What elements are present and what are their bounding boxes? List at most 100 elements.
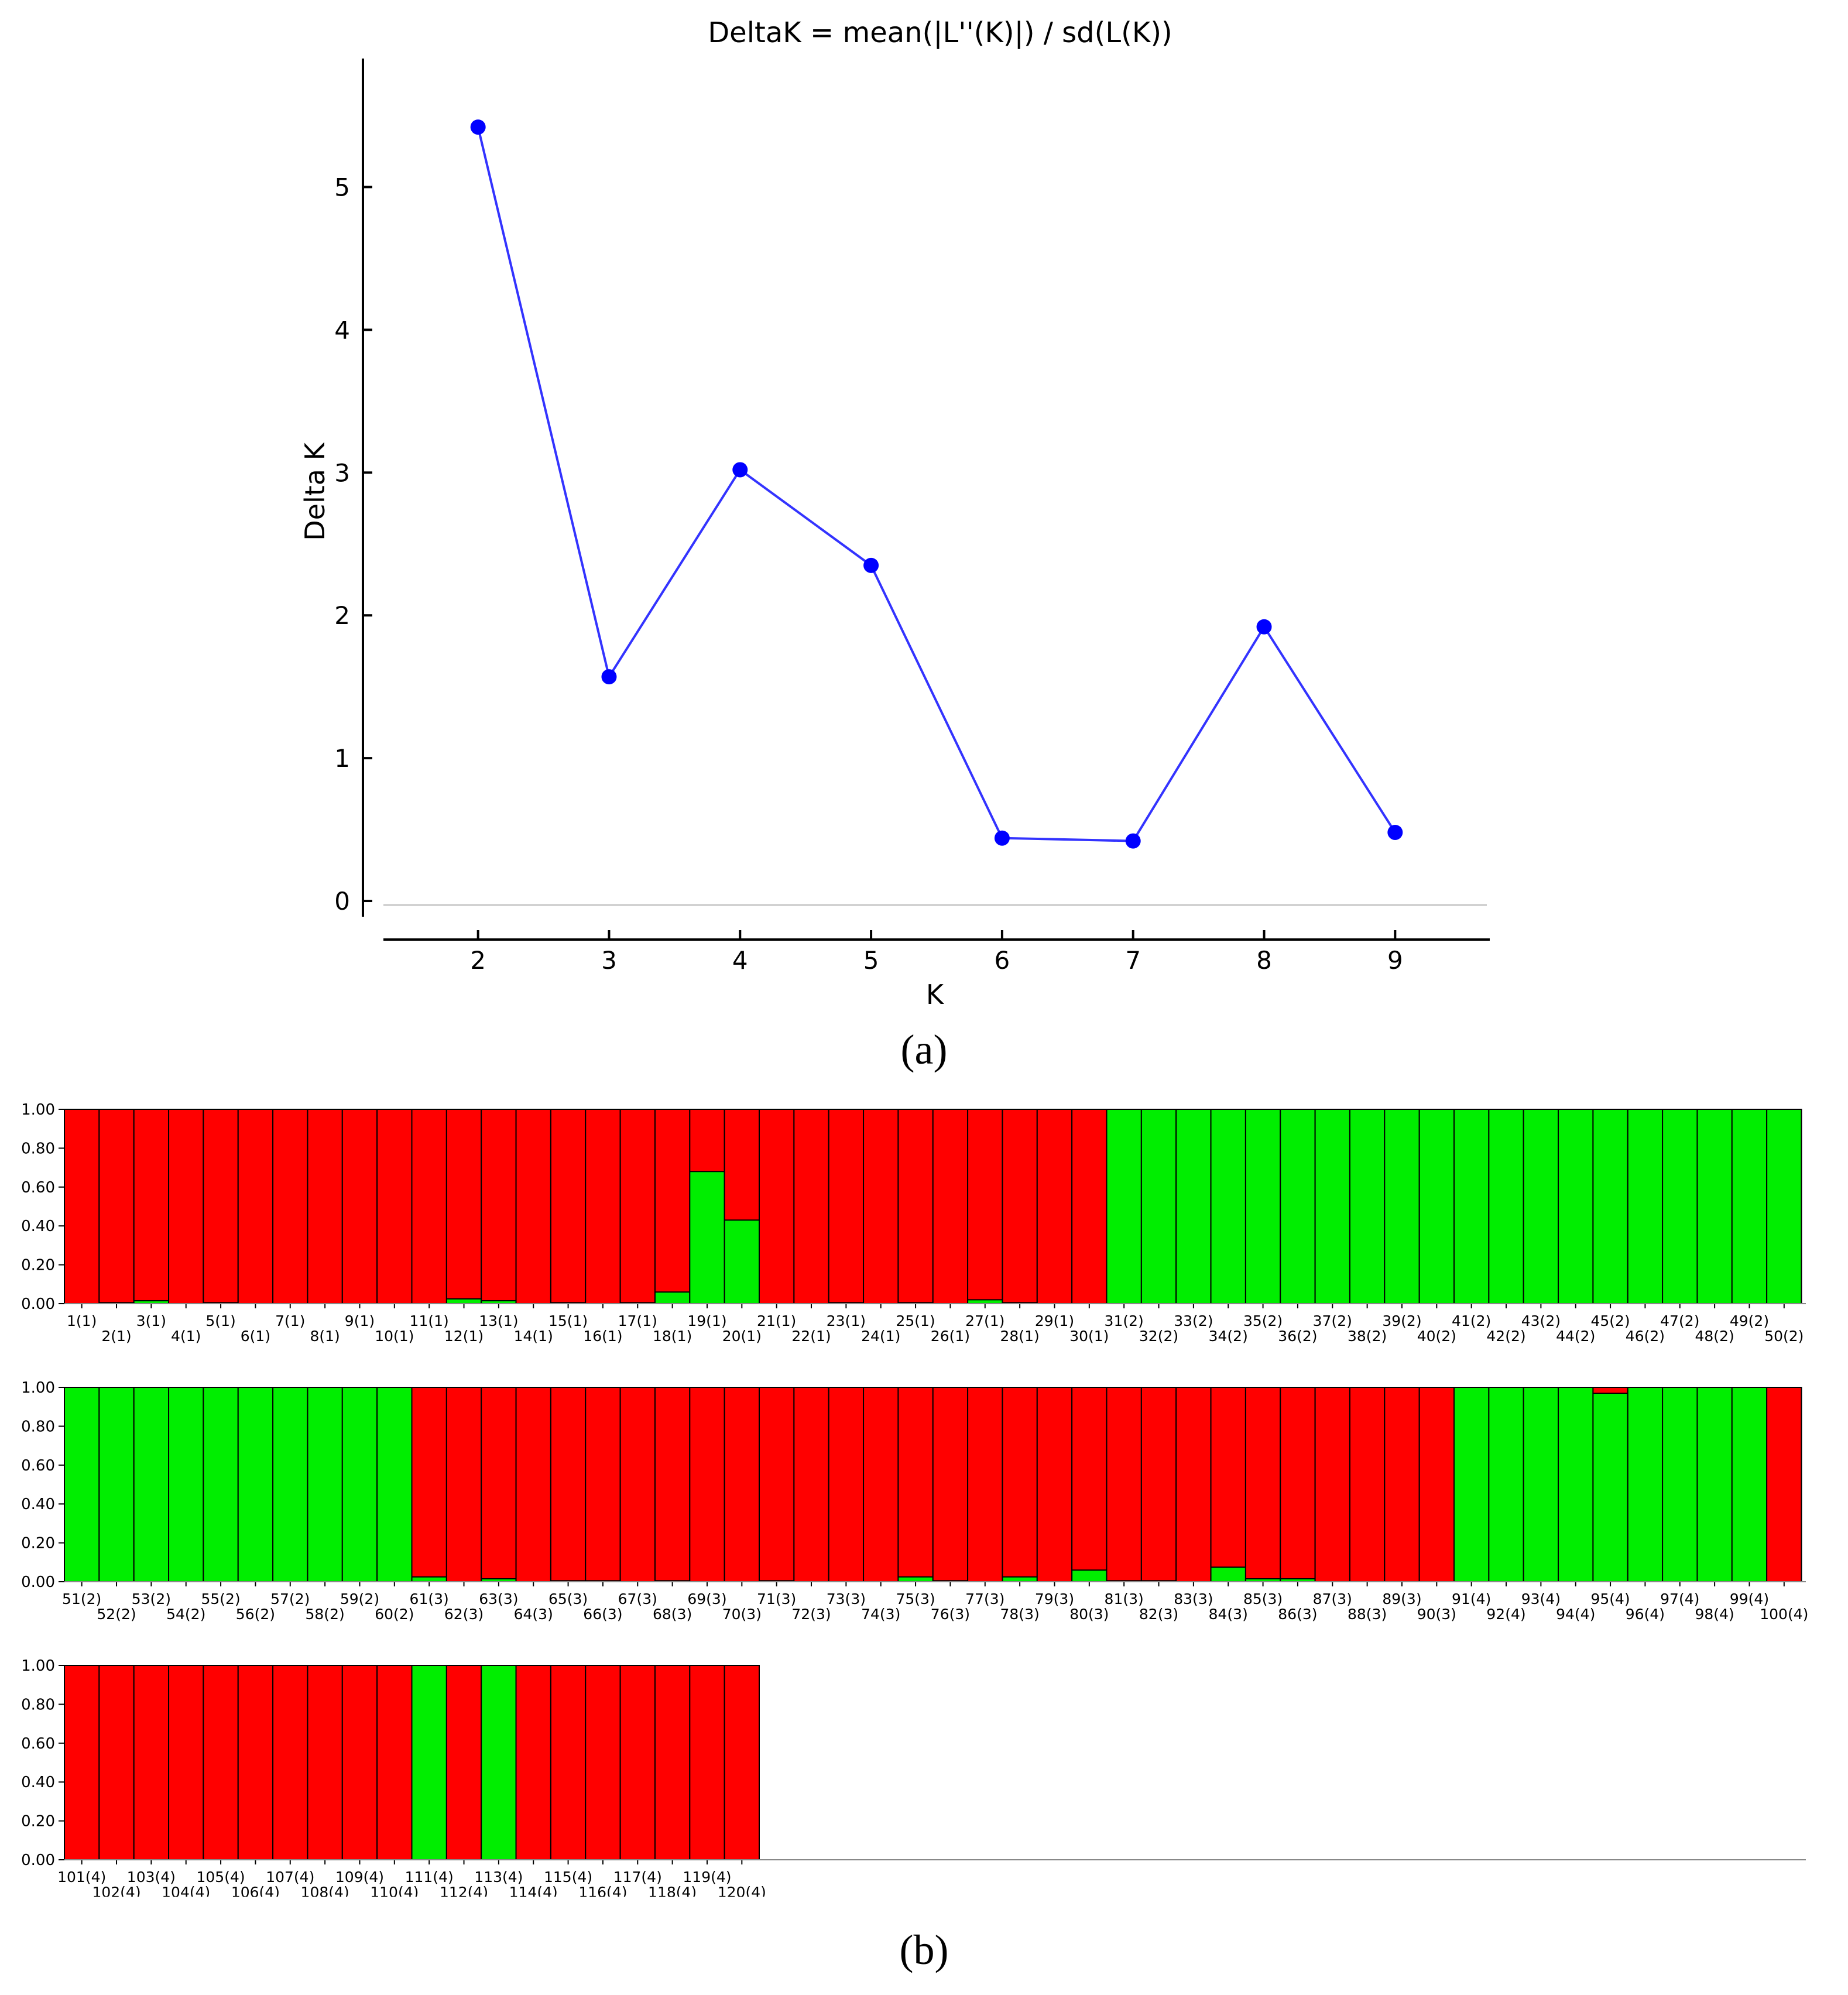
bar-14-red [516, 1109, 551, 1304]
bar-102-red [99, 1665, 134, 1860]
sample-label: 108(4) [301, 1884, 349, 1897]
y-tick-label: 1.00 [21, 1379, 55, 1397]
sample-label: 1(1) [67, 1312, 97, 1329]
sample-label: 118(4) [648, 1884, 697, 1897]
y-tick-label: 0.40 [21, 1774, 55, 1791]
sample-label: 9(1) [345, 1312, 375, 1329]
y-tick-label: 0.00 [21, 1295, 55, 1313]
bar-117-red [620, 1665, 655, 1860]
sample-label: 64(3) [514, 1606, 553, 1623]
bar-78-green [1002, 1576, 1037, 1582]
sample-label: 10(1) [375, 1328, 414, 1345]
bar-77-red [968, 1387, 1003, 1582]
bar-49-green [1732, 1109, 1767, 1304]
y-tick-label: 0.60 [21, 1735, 55, 1753]
sample-label: 113(4) [474, 1869, 523, 1886]
bar-45-green [1593, 1109, 1628, 1304]
sample-label: 53(2) [132, 1590, 171, 1607]
bar-10-red [377, 1109, 412, 1304]
data-point-k3 [601, 669, 617, 685]
bar-12-red [446, 1109, 482, 1299]
sample-label: 88(3) [1348, 1606, 1387, 1623]
bar-47-green [1662, 1109, 1698, 1304]
sample-label: 36(2) [1278, 1328, 1317, 1345]
bar-97-green [1662, 1387, 1698, 1582]
x-axis-label: K [926, 979, 945, 1010]
bar-80-green [1072, 1570, 1107, 1582]
bar-63-green [481, 1579, 516, 1582]
sample-label: 19(1) [687, 1312, 726, 1329]
sample-label: 110(4) [370, 1884, 419, 1897]
x-axis-ticks: 2 3 4 5 6 7 8 9 [470, 930, 1403, 975]
bar-34-green [1211, 1109, 1246, 1304]
bar-84-red [1211, 1387, 1246, 1568]
sample-label: 92(4) [1486, 1606, 1525, 1623]
sample-label: 68(3) [653, 1606, 692, 1623]
bar-60-green [377, 1387, 412, 1582]
sample-label: 69(3) [687, 1590, 726, 1607]
bar-67-red [620, 1387, 655, 1582]
sample-label: 76(3) [931, 1606, 970, 1623]
sample-label: 107(4) [266, 1869, 314, 1886]
sample-label: 62(3) [444, 1606, 484, 1623]
y-tick-label: 0.80 [21, 1418, 55, 1435]
bar-42-green [1489, 1109, 1524, 1304]
bar-52-green [99, 1387, 134, 1582]
sample-label: 37(2) [1313, 1312, 1352, 1329]
bar-119-red [690, 1665, 725, 1860]
x-tick-label: 4 [732, 946, 748, 975]
sample-label: 2(1) [101, 1328, 131, 1345]
bar-58-green [307, 1387, 342, 1582]
y-axis-ticks: 0 1 2 3 4 5 [334, 173, 372, 916]
sample-label: 99(4) [1730, 1590, 1769, 1607]
bar-90-red [1419, 1387, 1454, 1582]
sample-label: 21(1) [757, 1312, 796, 1329]
y-tick-label: 2 [334, 601, 350, 630]
data-point-k5 [863, 557, 879, 573]
bar-13-green [481, 1301, 516, 1304]
sample-label: 75(3) [896, 1590, 935, 1607]
bar-100-red [1767, 1387, 1802, 1582]
bar-104-red [169, 1665, 204, 1860]
sample-label: 111(4) [405, 1869, 454, 1886]
y-tick-label: 5 [334, 173, 350, 202]
bar-32-green [1141, 1109, 1177, 1304]
bar-3-red [133, 1109, 169, 1301]
sample-label: 54(2) [166, 1606, 205, 1623]
bar-99-green [1732, 1387, 1767, 1582]
sample-label: 24(1) [861, 1328, 900, 1345]
sample-label: 11(1) [410, 1312, 449, 1329]
sample-label: 87(3) [1313, 1590, 1352, 1607]
sample-label: 23(1) [827, 1312, 866, 1329]
structure-bar-plot: 0.00 0.20 0.40 0.60 0.80 1.00 1(1)2(1) 3(1) 4(1)… [21, 1101, 1808, 1897]
sample-label: 34(2) [1209, 1328, 1248, 1345]
sample-label: 49(2) [1730, 1312, 1769, 1329]
sample-label: 16(1) [583, 1328, 622, 1345]
bar-8-red [307, 1109, 342, 1304]
bar-53-green [133, 1387, 169, 1582]
sample-label: 84(3) [1209, 1606, 1248, 1623]
bar-120-red [724, 1665, 759, 1860]
sample-label: 120(4) [718, 1884, 766, 1897]
sample-label: 33(2) [1174, 1312, 1213, 1329]
sample-label: 71(3) [757, 1590, 796, 1607]
bar-68-red [654, 1387, 690, 1581]
y-tick-label: 0.60 [21, 1179, 55, 1197]
y-tick-label: 0.80 [21, 1140, 55, 1157]
bar-86-red [1280, 1387, 1315, 1579]
sample-label: 14(1) [514, 1328, 553, 1345]
bar-20-red [724, 1109, 759, 1221]
y-tick-label: 0.40 [21, 1496, 55, 1513]
bar-29-red [1037, 1109, 1072, 1304]
data-point-k9 [1387, 824, 1403, 840]
x-tick-label: 6 [995, 946, 1010, 975]
sample-label: 47(2) [1660, 1312, 1699, 1329]
bar-27-green [968, 1300, 1003, 1304]
bar-54-green [169, 1387, 204, 1582]
bar-6-red [238, 1109, 273, 1304]
bar-94-green [1558, 1387, 1593, 1582]
sample-label: 43(2) [1521, 1312, 1561, 1329]
bar-91-green [1454, 1387, 1489, 1582]
sample-label: 52(2) [97, 1606, 136, 1623]
sample-label: 77(3) [965, 1590, 1004, 1607]
